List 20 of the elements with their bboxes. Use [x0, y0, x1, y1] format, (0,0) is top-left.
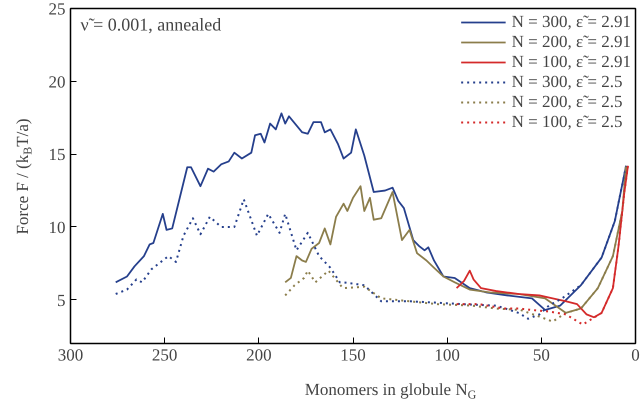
- legend-label: N = 100, ε̃ = 2.5: [512, 112, 622, 132]
- x-tick-label: 100: [434, 346, 460, 364]
- annotation: ν̃ = 0.001, annealed: [80, 14, 222, 34]
- legend-label: N = 100, ε̃ = 2.91: [512, 52, 631, 72]
- x-tick-label: 150: [340, 346, 366, 364]
- legend-label: N = 200, ε̃ = 2.91: [512, 32, 631, 52]
- y-axis-title: Force F / (kBT/a): [13, 118, 34, 235]
- x-tick-label: 250: [152, 346, 178, 364]
- legend-label: N = 300, ε̃ = 2.5: [512, 72, 622, 92]
- y-tick-label: 20: [48, 72, 66, 92]
- legend-label: N = 300, ε̃ = 2.91: [512, 12, 631, 32]
- y-tick-label: 10: [48, 218, 66, 237]
- legend-label: N = 200, ε̃ = 2.5: [512, 92, 622, 112]
- x-tick-label: 0: [631, 346, 640, 364]
- x-tick-label: 300: [58, 346, 84, 364]
- y-tick-label: 5: [57, 290, 66, 310]
- y-tick-label: 15: [48, 145, 66, 164]
- x-tick-label: 200: [246, 346, 272, 364]
- x-tick-label: 50: [532, 346, 550, 364]
- y-tick-label: 25: [48, 0, 66, 18]
